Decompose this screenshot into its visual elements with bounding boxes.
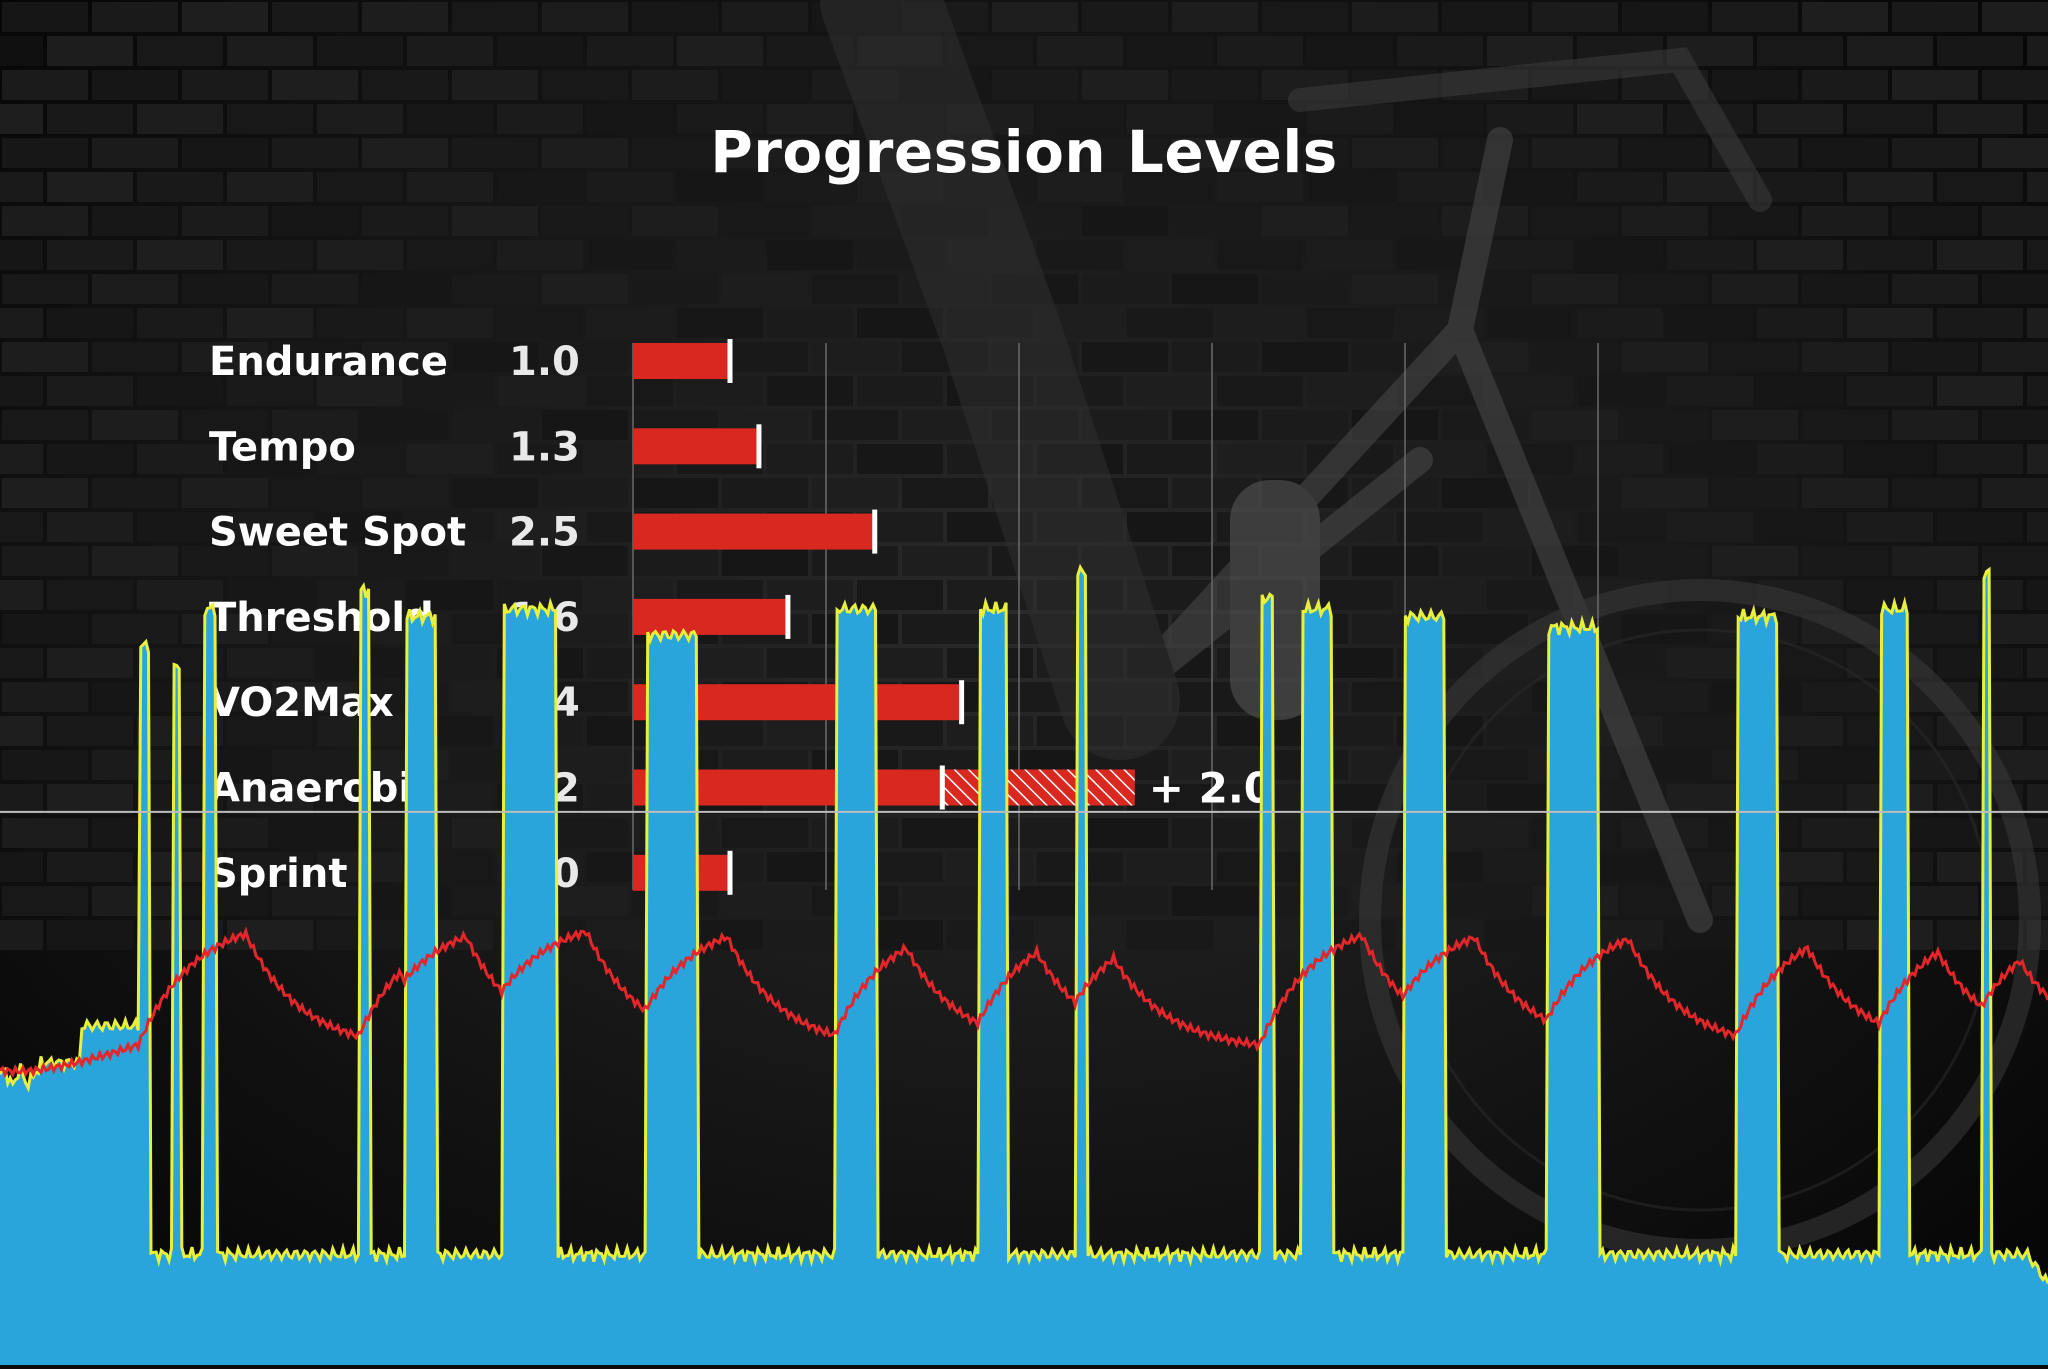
level-marker [785, 594, 791, 639]
level-marker [727, 339, 733, 383]
workout-profile [0, 563, 2048, 1365]
bar-threshold [633, 598, 788, 635]
level-marker [959, 680, 965, 725]
category-label: Tempo [209, 424, 356, 470]
level-marker [727, 850, 733, 895]
category-label: Sprint [209, 851, 347, 897]
level-marker [756, 424, 762, 469]
category-label: Endurance [209, 339, 448, 385]
category-label: Anaerobic [209, 766, 436, 812]
category-label: Sweet Spot [209, 510, 466, 556]
level-marker [939, 765, 945, 810]
chart-title: Progression Levels [710, 118, 1338, 186]
value-label: 1.3 [509, 424, 580, 470]
power-line [0, 563, 2048, 1284]
heart-rate-line [0, 926, 2048, 1079]
category-label: Threshold [209, 595, 434, 641]
bar-tempo [633, 428, 759, 465]
power-area [0, 567, 2048, 1365]
value-label: 1.0 [509, 339, 580, 385]
level-marker [872, 509, 878, 554]
bar-sweet-spot [633, 513, 875, 550]
value-label: 2.5 [509, 510, 580, 556]
increase-label: + 2.0 [1149, 764, 1273, 813]
bar-increase [941, 769, 1135, 806]
bar-endurance [633, 343, 730, 379]
